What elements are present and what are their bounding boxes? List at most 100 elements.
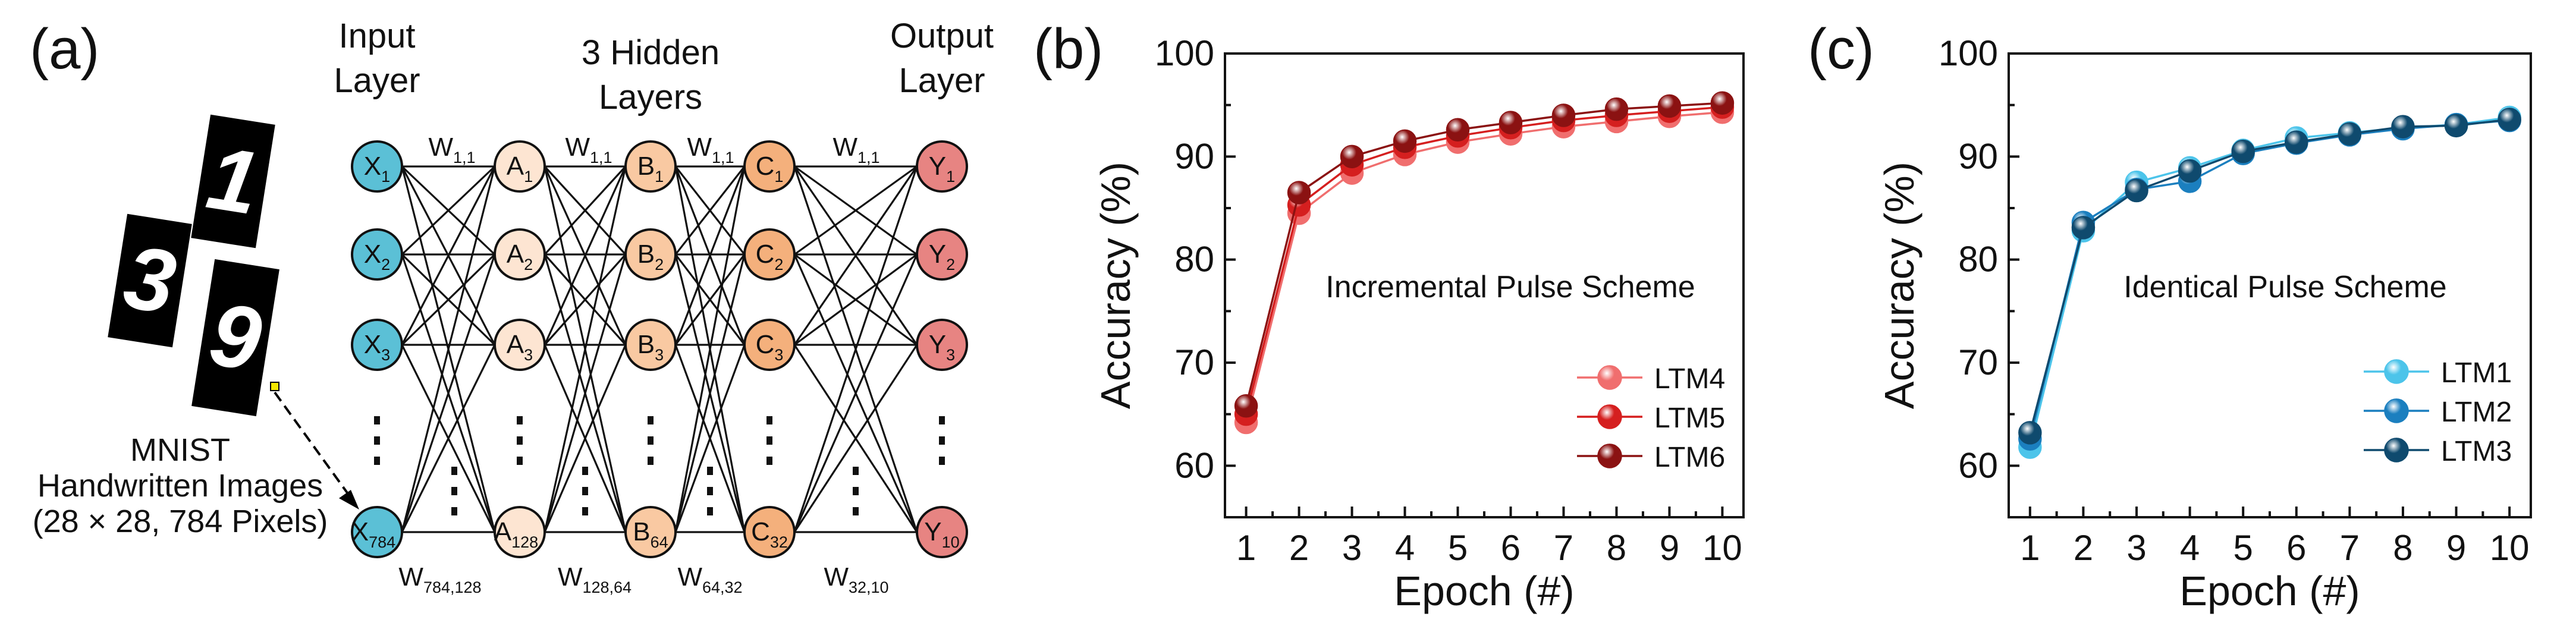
- bottom-weight-label: W128,64: [558, 562, 632, 596]
- node-label-base: C: [751, 517, 770, 546]
- connection-line: [674, 254, 746, 533]
- node-label-subscript: 1: [524, 168, 533, 185]
- x-tick-label: 3: [2126, 528, 2146, 568]
- connection-line: [401, 166, 496, 345]
- node-output-2: Y2: [916, 228, 968, 281]
- connection-line: [793, 166, 918, 533]
- legend-marker: [1597, 404, 1622, 429]
- panel-label: (b): [1033, 17, 1103, 81]
- connection-line: [544, 254, 627, 533]
- ellipsis-dot: [707, 487, 713, 495]
- node-label: A3: [507, 330, 533, 364]
- node-label-subscript: 2: [524, 256, 533, 273]
- node-circle: [916, 319, 968, 371]
- output-layer-title: Output: [890, 17, 994, 55]
- digit-image-background: [191, 114, 275, 249]
- ellipsis-dot: [517, 457, 523, 465]
- ellipsis-dot: [939, 436, 945, 445]
- node-label: A1: [507, 152, 533, 185]
- node-circle: [494, 506, 546, 558]
- y-tick-label: 70: [1958, 342, 1998, 382]
- bottom-weight-label-subscript: 32,10: [849, 578, 889, 596]
- node-label-base: C: [756, 330, 775, 359]
- x-axis-title: Epoch (#): [2179, 568, 2360, 614]
- x-tick-label: 2: [2074, 528, 2093, 568]
- ellipsis-dot: [853, 467, 859, 475]
- node-hidden1-3: A3: [494, 319, 546, 371]
- top-weight-label-subscript: 1,1: [453, 149, 476, 166]
- node-label: A2: [507, 240, 533, 273]
- bottom-weight-label-subscript: 64,32: [702, 578, 743, 596]
- ellipsis-dot: [766, 416, 772, 424]
- node-label-base: A: [507, 240, 524, 269]
- x-tick-label: 1: [1236, 528, 1256, 568]
- chart-panel-c: (c) 1 2 3 4 5 6 7 8 9 10 60 70 80 90 100 Epoch (#) Accura…: [1808, 17, 2532, 614]
- y-tick-label: 90: [1174, 136, 1214, 176]
- ellipsis-dot: [939, 416, 945, 424]
- bottom-weight-label: W32,10: [824, 562, 888, 596]
- x-tick-label: 5: [2233, 528, 2253, 568]
- node-circle: [351, 140, 403, 193]
- connection-line: [544, 344, 627, 533]
- node-label-base: B: [637, 152, 655, 181]
- ellipsis-dot: [582, 487, 588, 495]
- x-tick-label: 10: [1702, 528, 1742, 568]
- node-circle: [743, 506, 796, 558]
- node-input-4: X784: [351, 506, 403, 558]
- bottom-weight-label-base: W: [558, 562, 583, 592]
- connection-line: [401, 166, 496, 533]
- connection-line: [401, 253, 496, 346]
- legend: LTM4 LTM5 LTM6: [1577, 363, 1725, 473]
- node-hidden2-1: B1: [624, 140, 677, 193]
- node-label: X784: [351, 517, 395, 551]
- ellipsis-dot: [853, 507, 859, 515]
- node-label-base: X: [364, 240, 381, 269]
- connection-line: [674, 166, 746, 345]
- node-circle: [743, 228, 796, 281]
- bottom-weight-label: W64,32: [677, 562, 742, 596]
- data-point: [1446, 118, 1470, 142]
- ellipsis-dot: [517, 416, 523, 424]
- legend-marker: [2384, 359, 2409, 384]
- bottom-weight-label: W784,128: [398, 562, 481, 596]
- x-tick-label: 9: [2446, 528, 2466, 568]
- node-label-subscript: 2: [655, 256, 664, 273]
- legend-marker: [2384, 398, 2409, 423]
- x-tick-label: 1: [2020, 528, 2040, 568]
- node-label: B1: [637, 152, 664, 185]
- node-label: C2: [756, 240, 784, 273]
- node-hidden1-1: A1: [494, 140, 546, 193]
- data-point: [2444, 114, 2468, 138]
- bottom-weight-label-base: W: [677, 562, 702, 592]
- node-circle: [916, 228, 968, 281]
- node-label-subscript: 1: [655, 168, 664, 185]
- node-input-2: X2: [351, 228, 403, 281]
- node-circle: [351, 228, 403, 281]
- y-tick-label: 90: [1958, 136, 1998, 176]
- connection-line: [794, 253, 918, 346]
- node-output-1: Y1: [916, 140, 968, 193]
- ellipsis-dot: [853, 487, 859, 495]
- mnist-caption: Handwritten Images: [37, 468, 323, 504]
- node-label-base: C: [756, 240, 775, 269]
- data-point: [1393, 129, 1417, 153]
- data-point: [2231, 139, 2255, 163]
- x-tick-label: 7: [2340, 528, 2360, 568]
- node-label-subscript: 784: [369, 533, 395, 551]
- connection-line: [674, 166, 746, 255]
- connection-line: [401, 165, 496, 256]
- node-label-subscript: 3: [655, 346, 664, 364]
- node-hidden3-1: C1: [743, 140, 796, 193]
- node-hidden1-4: A128: [494, 506, 546, 558]
- legend: LTM1 LTM2 LTM3: [2364, 357, 2512, 467]
- legend-marker: [1597, 444, 1622, 468]
- data-point: [2498, 108, 2521, 131]
- series-LTM3: [2018, 108, 2521, 445]
- data-point: [1710, 91, 1735, 115]
- x-tick-label: 3: [1342, 528, 1362, 568]
- series-line: [2029, 118, 2510, 433]
- node-label-base: B: [637, 240, 655, 269]
- ellipsis-dot: [451, 487, 457, 495]
- connection-line: [544, 166, 627, 533]
- y-tick-label: 80: [1958, 240, 1998, 279]
